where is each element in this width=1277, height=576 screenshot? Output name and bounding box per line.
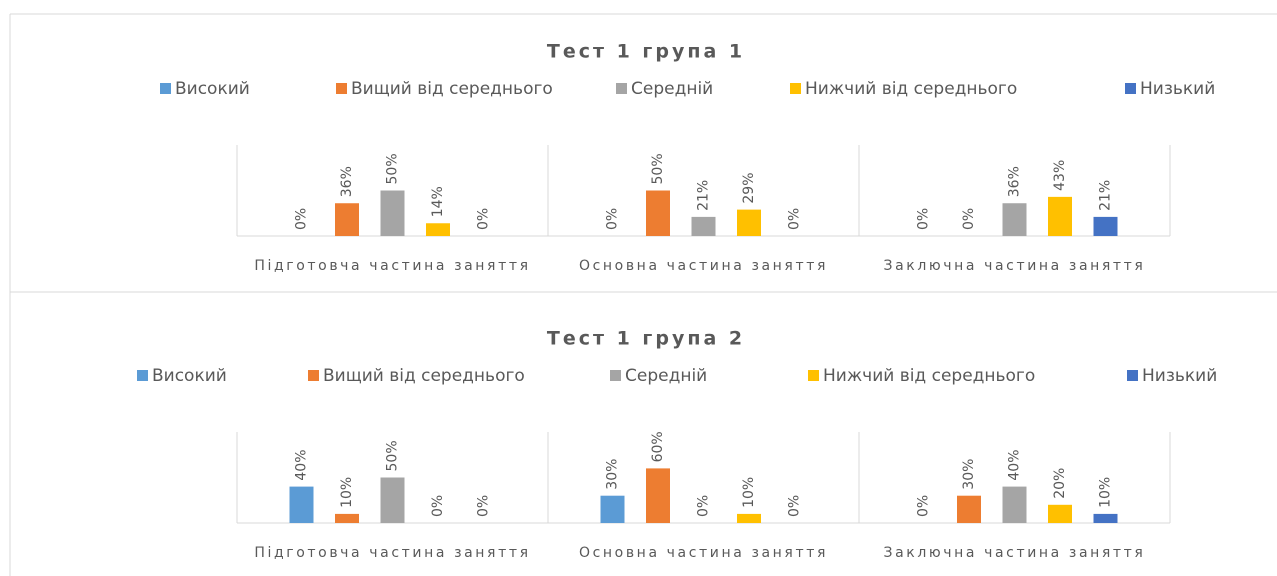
value-label: 43% (1052, 160, 1068, 191)
legend-swatch (336, 83, 347, 94)
value-label: 0% (430, 495, 446, 517)
legend-label: Середній (631, 79, 713, 99)
x-tick-label: Заключна частина заняття (884, 545, 1146, 561)
bar (335, 203, 359, 236)
bar (646, 190, 670, 236)
value-label: 30% (605, 459, 621, 490)
legend-label: Низький (1142, 366, 1217, 386)
bar (691, 216, 716, 236)
bar (737, 209, 761, 236)
value-label: 0% (916, 495, 932, 517)
value-label: 36% (1007, 166, 1023, 197)
value-label: 0% (787, 208, 803, 230)
legend-label: Нижчий від середнього (805, 79, 1017, 99)
bar (646, 468, 670, 523)
bar (380, 477, 405, 523)
legend-swatch (616, 83, 627, 94)
value-label: 21% (1098, 180, 1114, 211)
bar (957, 495, 981, 523)
value-label: 20% (1052, 468, 1068, 499)
x-tick-label: Заключна частина заняття (884, 258, 1146, 274)
value-label: 21% (696, 180, 712, 211)
legend-label: Нижчий від середнього (823, 366, 1035, 386)
x-tick-label: Підготовча частина заняття (254, 545, 530, 561)
value-label: 50% (385, 153, 401, 184)
bar (1002, 486, 1027, 523)
legend-label: Вищий від середнього (323, 366, 525, 386)
legend-swatch (790, 83, 801, 94)
legend-label: Середній (625, 366, 707, 386)
value-label: 10% (1098, 477, 1114, 508)
value-label: 0% (696, 495, 712, 517)
value-label: 60% (650, 431, 666, 462)
value-label: 0% (787, 495, 803, 517)
value-label: 50% (650, 153, 666, 184)
legend-swatch (610, 370, 621, 381)
x-tick-label: Основна частина заняття (579, 545, 828, 561)
value-label: 50% (385, 440, 401, 471)
legend-label: Низький (1140, 79, 1215, 99)
legend-label: Високий (175, 79, 250, 99)
legend-swatch (308, 370, 319, 381)
value-label: 30% (961, 459, 977, 490)
value-label: 29% (741, 172, 757, 203)
legend-swatch (160, 83, 171, 94)
value-label: 0% (961, 208, 977, 230)
bar (600, 495, 625, 523)
value-label: 0% (476, 208, 492, 230)
legend-swatch (137, 370, 148, 381)
value-label: 0% (476, 495, 492, 517)
x-tick-label: Основна частина заняття (579, 258, 828, 274)
bar (426, 223, 450, 236)
bar (380, 190, 405, 236)
value-label: 36% (339, 166, 355, 197)
bar (289, 486, 314, 523)
chart-title: Тест 1 група 1 (547, 41, 745, 63)
bar (1002, 203, 1027, 236)
bar (1048, 196, 1072, 236)
value-label: 40% (1007, 449, 1023, 480)
value-label: 0% (916, 208, 932, 230)
legend-swatch (808, 370, 819, 381)
legend-label: Високий (152, 366, 227, 386)
bar (1093, 513, 1118, 523)
value-label: 14% (430, 186, 446, 217)
legend-swatch (1127, 370, 1138, 381)
legend-swatch (1125, 83, 1136, 94)
bar (737, 513, 761, 523)
x-tick-label: Підготовча частина заняття (254, 258, 530, 274)
chart-title: Тест 1 група 2 (547, 328, 745, 350)
legend-label: Вищий від середнього (351, 79, 553, 99)
bar (335, 513, 359, 523)
value-label: 10% (741, 477, 757, 508)
bar (1093, 216, 1118, 236)
value-label: 40% (294, 449, 310, 480)
value-label: 0% (605, 208, 621, 230)
value-label: 0% (294, 208, 310, 230)
bar (1048, 504, 1072, 523)
value-label: 10% (339, 477, 355, 508)
